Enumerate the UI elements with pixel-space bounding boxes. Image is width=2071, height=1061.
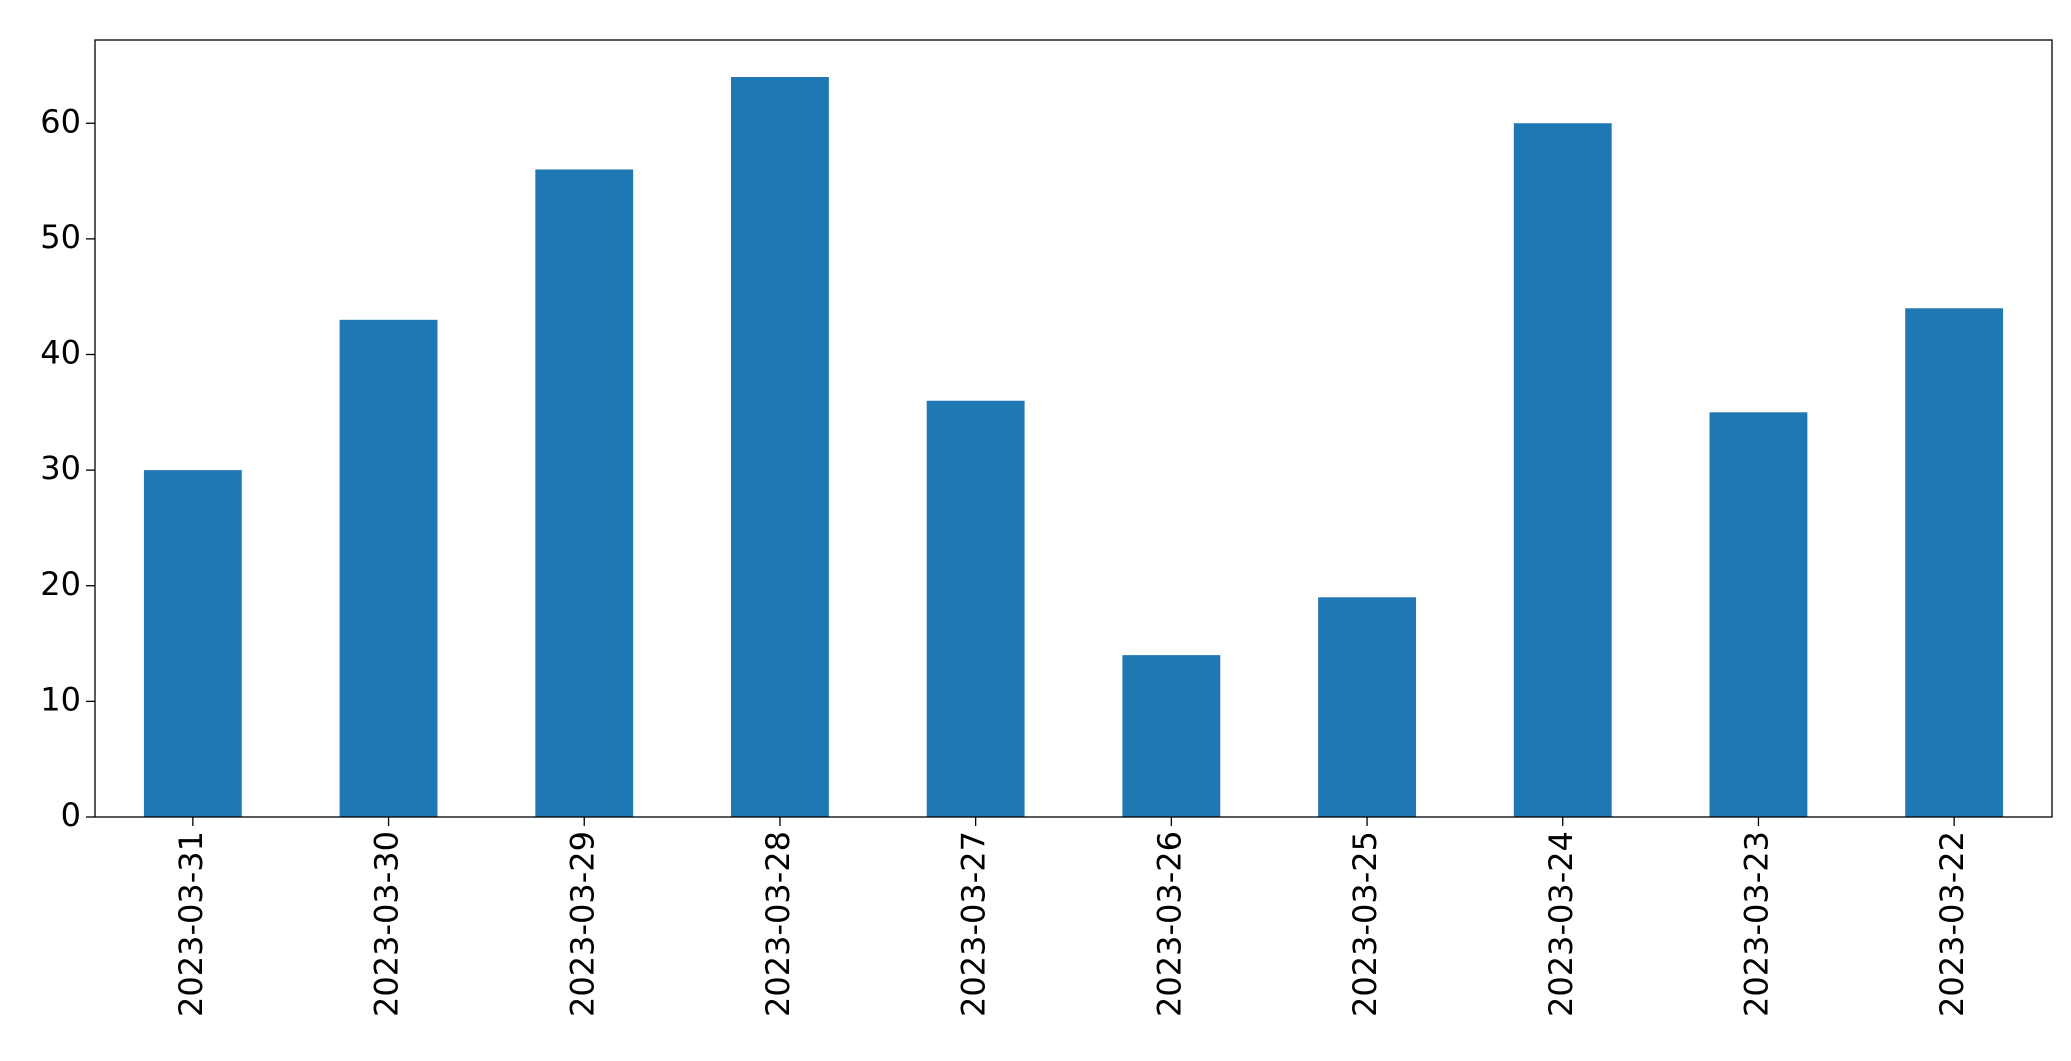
y-tick-label: 60	[40, 102, 81, 140]
x-tick-label: 2023-03-31	[172, 831, 210, 1017]
bar	[926, 400, 1025, 817]
x-tick-label: 2023-03-30	[368, 831, 406, 1017]
bar	[535, 169, 634, 817]
x-tick-label: 2023-03-25	[1346, 831, 1384, 1017]
bar	[1513, 123, 1612, 817]
bar	[1905, 308, 2004, 817]
bar	[1709, 412, 1808, 817]
x-tick-label: 2023-03-28	[759, 831, 797, 1017]
bar	[1122, 655, 1221, 817]
x-tick-label: 2023-03-29	[563, 831, 601, 1017]
y-tick-label: 10	[40, 680, 81, 718]
y-tick-label: 40	[40, 334, 81, 372]
bar	[339, 319, 438, 817]
y-tick-label: 30	[40, 449, 81, 487]
bar	[731, 77, 829, 817]
y-tick-label: 20	[40, 565, 81, 603]
y-tick-label: 50	[40, 218, 81, 256]
bar	[1318, 597, 1416, 817]
x-tick-label: 2023-03-22	[1933, 831, 1971, 1017]
y-tick-label: 0	[61, 796, 81, 834]
x-tick-label: 2023-03-24	[1542, 831, 1580, 1017]
x-tick-label: 2023-03-27	[955, 831, 993, 1017]
bar	[143, 470, 242, 817]
x-tick-label: 2023-03-23	[1737, 831, 1775, 1017]
x-tick-label: 2023-03-26	[1150, 831, 1188, 1017]
plot-frame	[94, 39, 2053, 818]
